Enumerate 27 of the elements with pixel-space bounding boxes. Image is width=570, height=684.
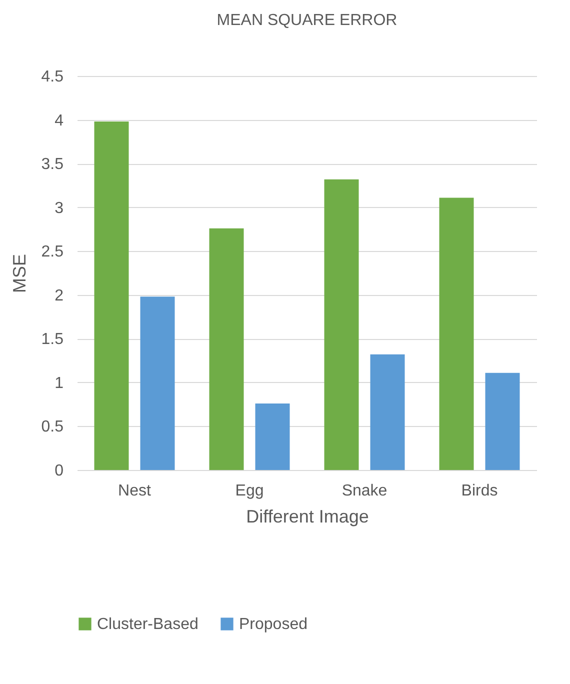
y-tick-label: 3.5 [41,156,64,174]
y-tick-label: 1 [54,374,64,392]
bar [255,403,290,470]
y-tick-label: 2.5 [41,244,64,261]
chart-title: MEAN SQUARE ERROR [216,12,398,29]
legend-label: Cluster-Based [97,616,198,633]
bar [370,354,405,470]
x-tick-label: Birds [461,482,498,500]
x-tick-label: Egg [235,482,264,500]
bar [439,198,474,470]
y-tick-label: 0 [54,462,64,480]
y-tick-label: 2 [54,287,64,304]
x-axis-title: Different Image [246,506,369,526]
y-tick-label: 4 [54,112,64,130]
bar [94,122,129,470]
y-tick-label: 3 [54,200,64,217]
bar [209,228,244,470]
y-tick-label: 4.5 [41,68,64,86]
legend-label: Proposed [239,616,308,633]
x-tick-label: Snake [342,482,388,500]
y-axis-title: MSE [9,254,30,294]
y-tick-label: 0.5 [41,418,64,436]
x-tick-label: Nest [118,482,152,500]
bar [485,372,520,470]
bar [324,179,359,470]
bar [140,296,175,470]
y-tick-label: 1.5 [41,331,64,348]
